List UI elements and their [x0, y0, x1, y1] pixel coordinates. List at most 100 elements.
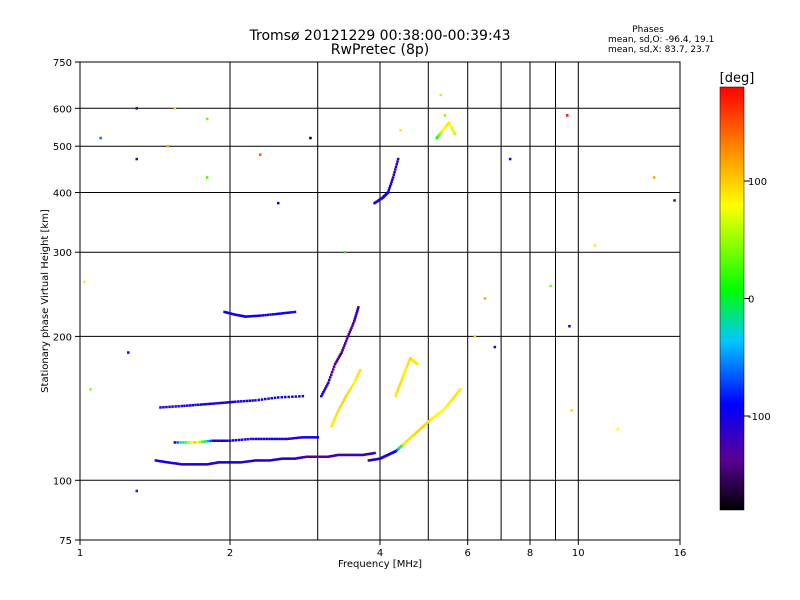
echo-point: [301, 394, 305, 398]
echo-point: [200, 463, 204, 466]
echo-point: [223, 439, 227, 442]
echo-point: [344, 339, 348, 343]
echo-point: [357, 372, 360, 375]
y-tick-label: 600: [53, 104, 72, 115]
colorbar-label: [deg]: [720, 71, 755, 86]
y-tick-label: 75: [59, 536, 72, 547]
colorbar-gradient: [719, 86, 745, 511]
echo-point: [358, 368, 362, 372]
echo-point: [271, 313, 275, 316]
echo-point: [390, 180, 393, 183]
echo-point: [226, 311, 229, 314]
echo-point: [173, 107, 177, 110]
y-tick-label: 200: [53, 332, 72, 343]
echo-point: [411, 435, 414, 438]
x-axis: 1 2 4 6 8 10 16: [77, 540, 686, 559]
echo-point: [186, 404, 189, 407]
echo-point: [242, 315, 246, 318]
echo-point: [334, 454, 337, 457]
echo-point: [405, 440, 409, 443]
echo-point: [335, 359, 339, 363]
echo-point: [184, 463, 187, 466]
echo-point: [322, 455, 325, 458]
echo-point: [182, 441, 185, 444]
y-axis-label: Stationary phase Virtual Height [km]: [40, 209, 51, 393]
echo-point: [448, 400, 452, 404]
echo-point: [394, 450, 397, 453]
echo-point: [330, 424, 333, 428]
echo-point: [334, 415, 337, 419]
echo-point: [308, 436, 311, 439]
echo-point: [673, 199, 676, 202]
echo-point: [135, 157, 138, 161]
echo-point: [338, 354, 341, 358]
echo-point: [344, 342, 347, 345]
grid-lines: [80, 62, 680, 540]
echo-point: [347, 391, 350, 394]
echo-point: [205, 117, 209, 121]
echo-point: [332, 420, 335, 423]
echo-point: [302, 456, 305, 459]
echo-point: [238, 314, 241, 317]
echo-point: [231, 461, 235, 464]
echo-point: [237, 438, 241, 442]
echo-point: [266, 313, 270, 317]
echo-point: [417, 429, 420, 432]
echo-point: [189, 463, 193, 466]
echo-point: [293, 310, 297, 314]
colorbar-tick-label: -100: [748, 412, 771, 423]
echo-point: [197, 463, 200, 466]
echo-point: [245, 399, 249, 403]
echo-point: [367, 459, 371, 462]
echo-point: [452, 131, 456, 134]
echo-point: [407, 362, 410, 365]
echo-point: [273, 458, 277, 461]
echo-point: [355, 310, 359, 313]
echo-point: [330, 370, 334, 374]
echo-point: [176, 441, 179, 444]
echo-point: [257, 398, 260, 402]
echo-point: [331, 454, 334, 458]
echo-point: [270, 397, 273, 400]
echo-point: [322, 391, 325, 394]
echo-point: [248, 315, 252, 318]
echo-point: [402, 374, 405, 377]
echo-point: [401, 376, 404, 379]
echo-point: [340, 351, 343, 354]
echo-point: [435, 413, 439, 416]
echo-points: [83, 93, 676, 493]
x-tick-label: 8: [527, 548, 533, 559]
echo-point: [457, 390, 460, 394]
echo-point: [327, 455, 330, 458]
echo-point: [339, 353, 342, 356]
echo-point: [493, 345, 497, 349]
echo-point: [338, 453, 342, 457]
echo-point: [231, 439, 235, 442]
echo-point: [319, 455, 322, 458]
echo-point: [438, 411, 442, 414]
echo-point: [348, 389, 351, 392]
echo-point: [321, 392, 324, 396]
echo-point: [217, 401, 221, 405]
echo-point: [350, 326, 353, 330]
echo-point: [176, 462, 179, 465]
echo-point: [182, 463, 185, 466]
echo-point: [508, 157, 512, 161]
echo-point: [260, 398, 264, 401]
echo-point: [252, 459, 255, 462]
echo-point: [224, 461, 227, 464]
echo-point: [434, 414, 437, 418]
echo-point: [252, 437, 255, 441]
echo-point: [191, 404, 194, 407]
y-tick-label: 500: [53, 142, 72, 153]
echo-point: [398, 446, 402, 449]
echo-point: [339, 405, 342, 408]
echo-point: [193, 463, 197, 466]
echo-point: [254, 314, 258, 318]
echo-point: [243, 438, 246, 441]
echo-point: [354, 314, 358, 317]
echo-point: [358, 453, 361, 457]
echo-point: [375, 457, 379, 461]
echo-point: [445, 404, 449, 407]
echo-point: [266, 459, 269, 462]
